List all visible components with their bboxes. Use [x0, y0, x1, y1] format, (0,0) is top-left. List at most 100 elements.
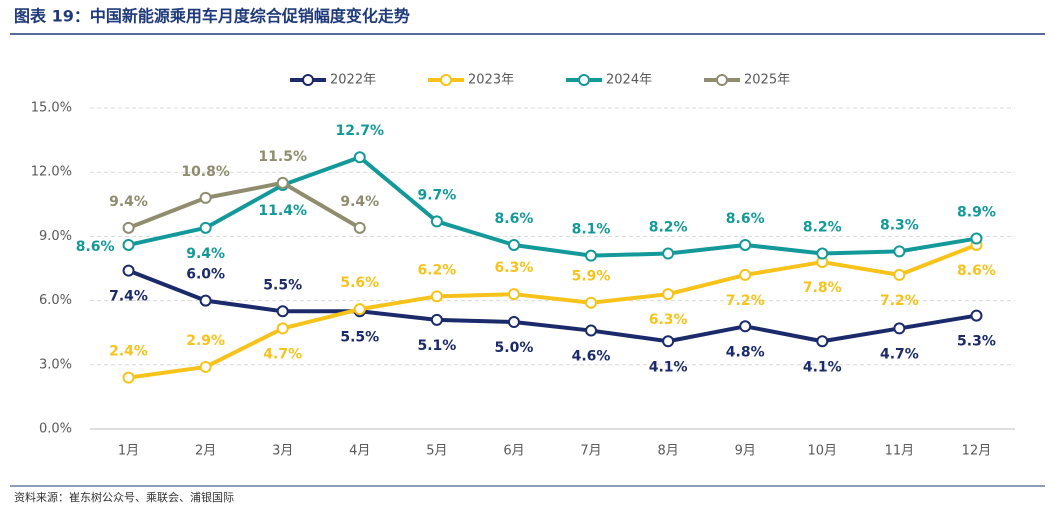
y-tick-label: 6.0% — [39, 293, 72, 308]
value-label: 8.6% — [726, 211, 765, 227]
x-tick-label: 9月 — [735, 444, 756, 459]
value-label: 12.7% — [336, 123, 385, 139]
value-label: 7.2% — [880, 293, 919, 309]
legend-marker — [302, 74, 314, 86]
y-tick-label: 3.0% — [39, 357, 72, 372]
point — [739, 320, 752, 333]
value-label: 5.9% — [572, 269, 611, 285]
value-label: 9.7% — [417, 187, 456, 203]
point — [893, 322, 906, 335]
point — [353, 221, 366, 234]
y-tick-label: 12.0% — [31, 165, 72, 180]
point — [430, 215, 443, 228]
point — [122, 238, 135, 251]
value-label: 5.1% — [417, 338, 456, 354]
value-label: 5.3% — [957, 334, 996, 350]
point — [199, 360, 212, 373]
point — [507, 238, 520, 251]
point — [585, 296, 598, 309]
value-label: 9.4% — [340, 194, 379, 210]
x-tick-label: 3月 — [272, 444, 293, 459]
value-label: 8.2% — [649, 220, 688, 236]
value-label: 7.8% — [803, 280, 842, 296]
series-line — [127, 180, 361, 230]
y-tick-label: 0.0% — [39, 422, 72, 437]
value-label: 2.4% — [109, 344, 148, 360]
point — [662, 335, 675, 348]
value-label: 6.3% — [495, 260, 534, 276]
legend-label: 2025年 — [744, 73, 790, 88]
value-label: 6.0% — [186, 267, 225, 283]
y-tick-label: 15.0% — [31, 101, 72, 116]
value-label: 9.4% — [109, 194, 148, 210]
x-tick-label: 2月 — [195, 444, 216, 459]
value-label: 4.8% — [726, 344, 765, 360]
value-label: 5.6% — [340, 275, 379, 291]
series-line — [128, 155, 977, 258]
x-tick-label: 5月 — [426, 444, 447, 459]
point — [816, 335, 829, 348]
legend-marker — [440, 74, 452, 86]
point — [739, 268, 752, 281]
point — [122, 264, 135, 277]
value-label: 8.6% — [957, 263, 996, 279]
point — [199, 294, 212, 307]
value-label: 4.7% — [880, 346, 919, 362]
value-label: 4.1% — [803, 359, 842, 375]
point — [585, 249, 598, 262]
x-tick-label: 7月 — [580, 444, 601, 459]
value-label: 7.2% — [726, 293, 765, 309]
value-label: 11.5% — [258, 149, 307, 165]
value-label: 8.1% — [572, 222, 611, 238]
value-label: 5.5% — [263, 277, 302, 293]
legend-marker — [578, 74, 590, 86]
point — [276, 305, 289, 318]
point — [199, 191, 212, 204]
point — [122, 221, 135, 234]
value-label: 7.4% — [109, 289, 148, 305]
point — [353, 303, 366, 316]
value-label: 2.9% — [186, 333, 225, 349]
point — [122, 371, 135, 384]
value-label: 4.7% — [263, 346, 302, 362]
point — [276, 176, 289, 189]
value-label: 8.9% — [957, 205, 996, 221]
source-note: 资料来源：崔东树公众号、乘联会、浦银国际 — [14, 490, 234, 504]
legend-label: 2024年 — [606, 73, 652, 88]
value-label: 10.8% — [181, 164, 230, 180]
value-label: 6.3% — [649, 312, 688, 328]
value-label: 4.1% — [649, 359, 688, 375]
point — [430, 313, 443, 326]
legend-marker — [716, 74, 728, 86]
point — [739, 238, 752, 251]
point — [507, 316, 520, 328]
point — [507, 288, 520, 301]
x-tick-label: 10月 — [808, 444, 838, 459]
value-label: 5.0% — [495, 340, 534, 356]
value-label: 9.4% — [186, 246, 225, 262]
legend-label: 2023年 — [468, 73, 514, 88]
point — [970, 232, 983, 245]
point — [970, 309, 983, 322]
point — [353, 151, 366, 164]
series-line — [127, 268, 977, 344]
value-label: 4.6% — [572, 349, 611, 365]
series-line — [128, 243, 978, 380]
value-label: 5.5% — [340, 329, 379, 345]
value-label: 6.2% — [417, 262, 456, 278]
value-label: 11.4% — [258, 203, 307, 219]
point — [893, 268, 906, 281]
point — [893, 245, 906, 258]
point — [662, 247, 675, 260]
x-tick-label: 1月 — [118, 444, 139, 459]
point — [585, 324, 598, 337]
point — [199, 221, 212, 234]
value-label: 8.2% — [803, 220, 842, 236]
x-tick-label: 12月 — [962, 444, 992, 459]
point — [816, 247, 829, 260]
chart-title: 图表 19：中国新能源乘用车月度综合促销幅度变化走势 — [14, 7, 410, 26]
legend-label: 2022年 — [330, 73, 376, 88]
y-tick-label: 9.0% — [39, 229, 72, 244]
value-label: 8.3% — [880, 217, 919, 233]
